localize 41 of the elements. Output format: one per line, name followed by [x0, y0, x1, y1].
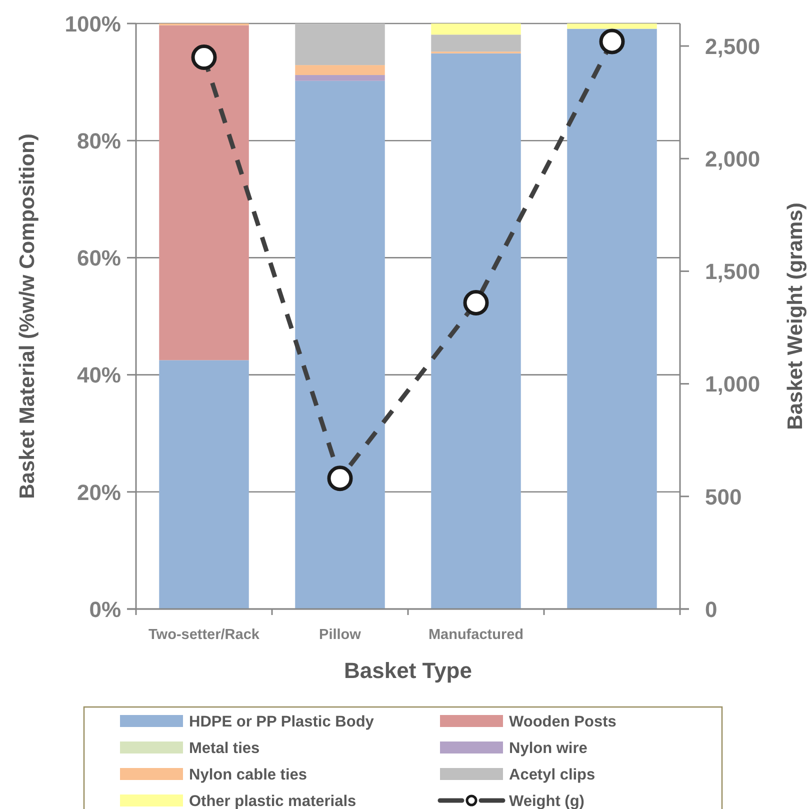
x-tick-label: Pillow: [319, 627, 362, 643]
y2-tick-label: 2,000: [705, 146, 760, 172]
y2-tick-label: 2,500: [705, 34, 760, 59]
point: [463, 290, 489, 316]
y-tick-label: 80%: [76, 128, 121, 154]
y-tick-label: 100%: [64, 11, 121, 36]
y-axis-title: Basket Material (%w/w Composition): [16, 134, 39, 499]
point: [191, 44, 217, 70]
x-tick-label: Two-setter/Rack: [148, 627, 260, 643]
legend-label: Other plastic materials: [189, 793, 356, 809]
x-tick-label: Manufactured: [428, 627, 524, 643]
bar: [159, 360, 249, 609]
bar: [295, 75, 385, 81]
y2-tick-label: 0: [705, 596, 718, 622]
y-tick-label: 20%: [76, 480, 121, 505]
bar: [567, 24, 657, 29]
legend-label: Metal ties: [189, 740, 260, 758]
bar: [295, 24, 385, 66]
legend-label: Nylon cable ties: [189, 766, 308, 784]
y2-axis-title: Basket Weight (grams): [784, 202, 807, 430]
point: [327, 466, 353, 492]
x-axis-title: Basket Type: [344, 658, 472, 683]
y-tick-label: 40%: [76, 362, 121, 388]
legend-label: HDPE or PP Plastic Body: [189, 714, 374, 731]
bar: [295, 65, 385, 76]
legend-label: Weight (g): [509, 793, 584, 809]
bar: [159, 25, 249, 360]
y2-tick-label: 1,000: [705, 372, 760, 397]
legend-label: Wooden Posts: [509, 714, 616, 731]
point: [599, 28, 625, 54]
bar: [431, 53, 521, 609]
legend-label: Acetyl clips: [509, 766, 596, 784]
bar: [295, 80, 385, 609]
bar: [567, 28, 657, 609]
legend-label: Nylon wire: [509, 740, 588, 758]
y-tick-label: 60%: [76, 246, 121, 271]
y-tick-label: 0%: [89, 596, 121, 622]
bar: [431, 24, 521, 35]
y2-tick-label: 500: [705, 484, 742, 510]
y2-tick-label: 1,500: [705, 259, 760, 284]
bar: [431, 34, 521, 52]
